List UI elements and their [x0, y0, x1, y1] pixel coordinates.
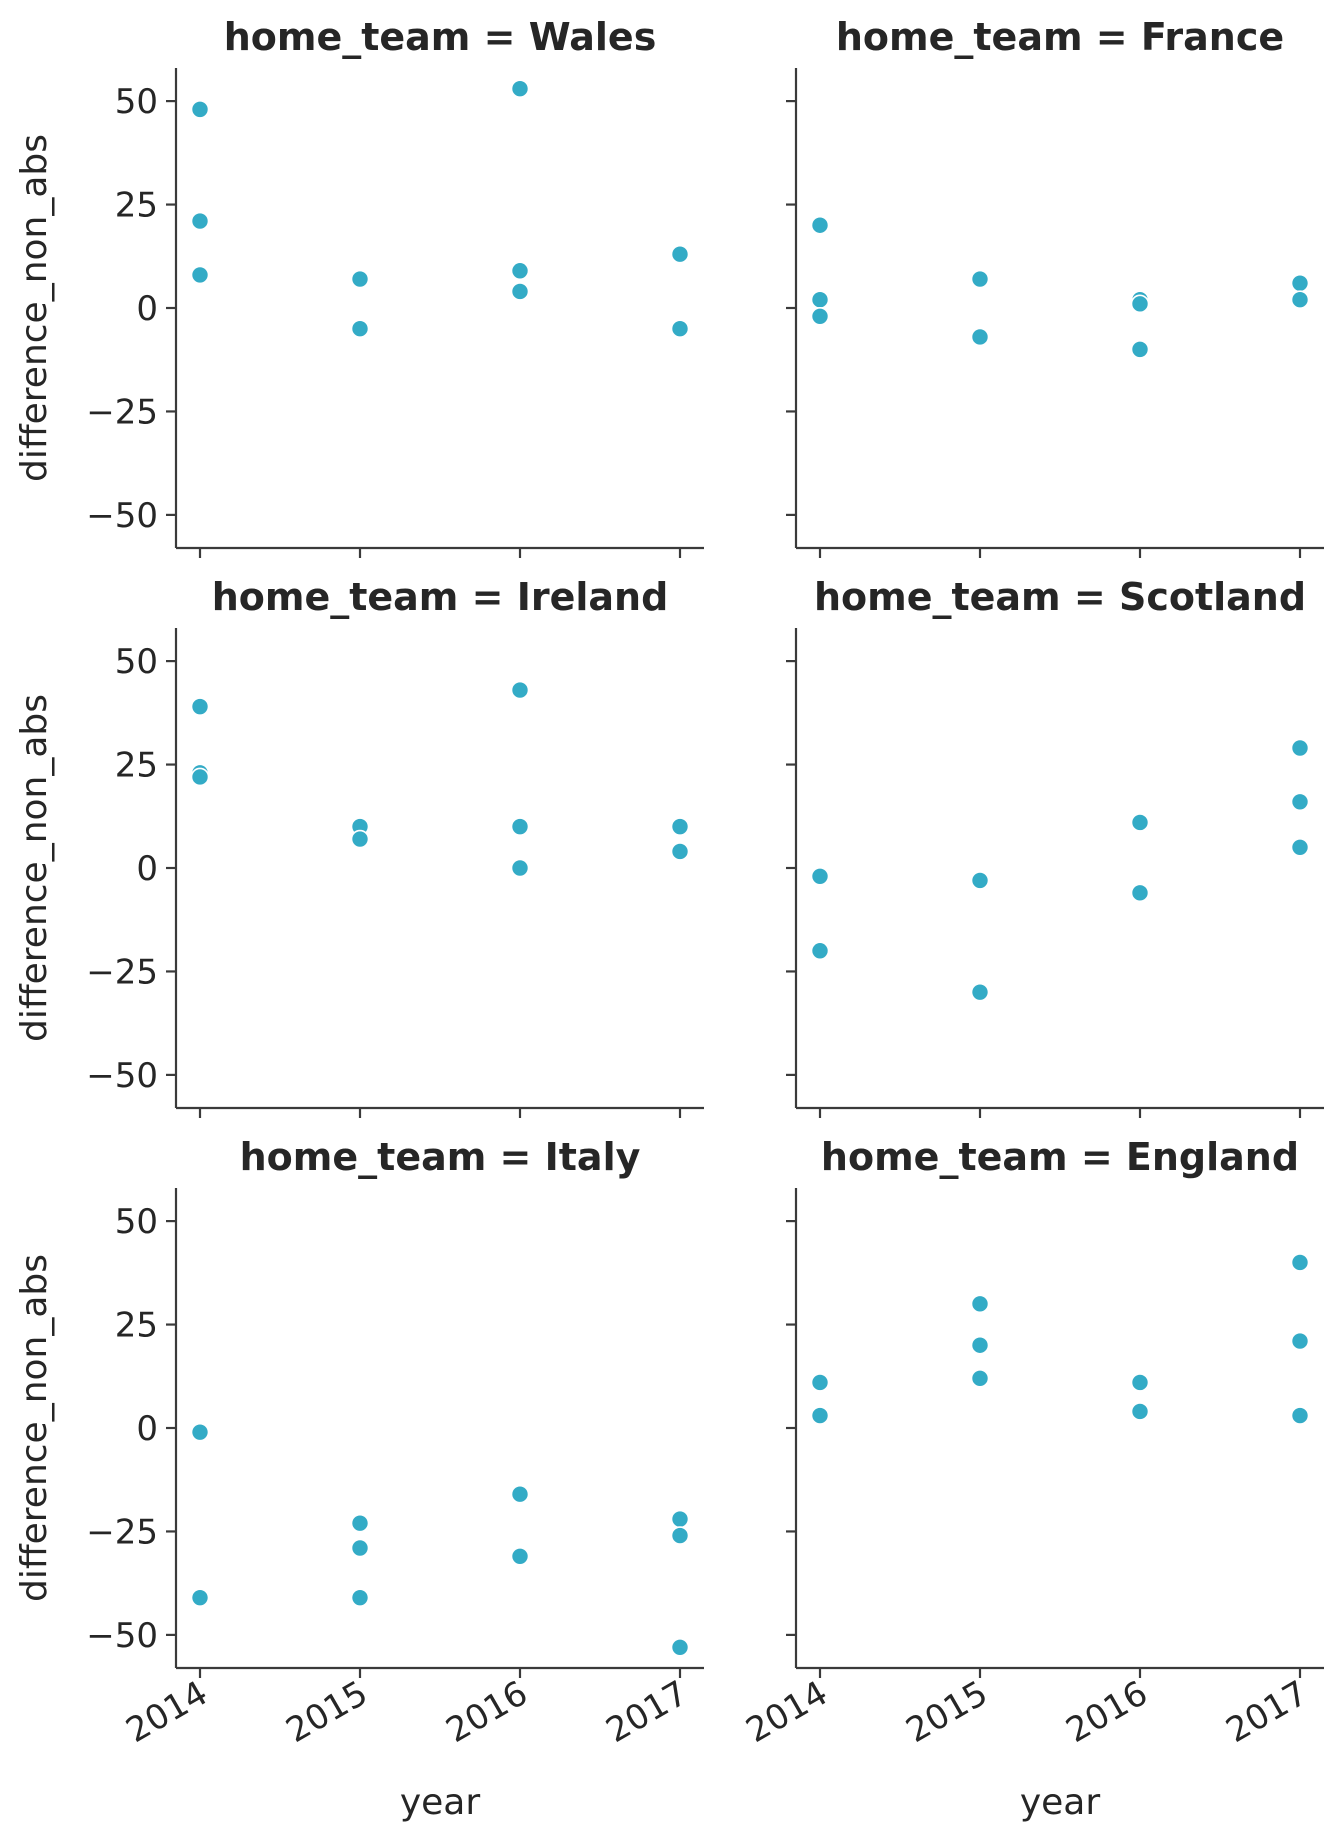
data-point	[510, 1484, 530, 1504]
data-point	[510, 680, 530, 700]
y-tick-label: 50	[115, 1202, 158, 1242]
data-point	[970, 871, 990, 890]
data-point	[510, 1546, 530, 1566]
data-point	[1130, 340, 1150, 359]
data-point	[970, 1369, 990, 1388]
data-point	[350, 1513, 370, 1533]
y-tick-label: −50	[86, 1616, 158, 1656]
panel-title: home_team = Wales	[224, 15, 657, 59]
y-tick-label: −25	[86, 1512, 158, 1552]
x-tick-label: 2015	[900, 1673, 995, 1751]
x-axis-label: year	[1020, 1782, 1101, 1823]
data-point	[670, 1638, 690, 1657]
data-point	[810, 1406, 830, 1425]
data-point	[510, 79, 530, 98]
data-point	[1290, 290, 1310, 310]
data-point	[810, 215, 830, 235]
data-point	[1130, 813, 1150, 832]
y-tick-label: 0	[136, 1409, 158, 1449]
data-point	[670, 1509, 690, 1529]
data-point	[1130, 294, 1150, 314]
x-tick-label: 2016	[1060, 1673, 1155, 1751]
panel-title: home_team = England	[821, 1135, 1299, 1179]
data-point	[1290, 1253, 1310, 1272]
y-axis-label: difference_non_abs	[14, 694, 55, 1042]
data-point	[190, 1422, 210, 1442]
data-point	[190, 697, 210, 716]
x-tick-label: 2014	[740, 1673, 835, 1751]
data-point	[350, 269, 370, 289]
x-tick-label: 2014	[120, 1673, 215, 1751]
data-point	[670, 817, 690, 836]
data-point	[510, 858, 530, 878]
y-tick-label: −25	[86, 392, 158, 432]
x-tick-label: 2017	[600, 1673, 695, 1751]
data-point	[190, 100, 210, 119]
y-tick-label: −50	[86, 1056, 158, 1096]
y-axis-label: difference_non_abs	[14, 134, 55, 482]
facet-panel: home_team = France	[786, 15, 1324, 558]
data-point	[350, 1538, 370, 1558]
data-point	[810, 866, 830, 886]
data-point	[1130, 1373, 1150, 1392]
y-tick-label: 50	[115, 82, 158, 122]
y-tick-label: −25	[86, 952, 158, 992]
data-point	[810, 290, 830, 310]
data-point	[190, 767, 210, 787]
data-point	[1290, 738, 1310, 758]
data-point	[1130, 1402, 1150, 1421]
facet-panel: home_team = Wales −50 −25 0 25 50 difference_n…	[14, 15, 704, 558]
data-point	[1290, 792, 1310, 812]
facet-panel: home_team = Ireland −50 −25 0 25 50 difference…	[14, 575, 704, 1118]
y-tick-label: −50	[86, 496, 158, 536]
panel-title: home_team = Italy	[240, 1135, 641, 1179]
data-point	[510, 817, 530, 836]
y-axis-label: difference_non_abs	[14, 1254, 55, 1602]
data-point	[1290, 838, 1310, 857]
y-tick-label: 50	[115, 642, 158, 682]
data-point	[1290, 1331, 1310, 1351]
data-point	[670, 319, 690, 338]
y-tick-label: 25	[115, 186, 158, 226]
facet-panel: home_team = Scotland	[786, 575, 1324, 1118]
y-tick-label: 25	[115, 1306, 158, 1346]
x-tick-label: 2016	[440, 1673, 535, 1751]
data-point	[670, 244, 690, 264]
data-point	[510, 282, 530, 301]
x-tick-label: 2015	[280, 1673, 375, 1751]
panel-title: home_team = France	[836, 15, 1284, 59]
data-point	[810, 1373, 830, 1392]
data-point	[970, 1335, 990, 1355]
y-tick-label: 0	[136, 289, 158, 329]
data-point	[350, 829, 370, 849]
data-point	[190, 1588, 210, 1607]
data-point	[970, 982, 990, 1002]
data-point	[1290, 273, 1310, 293]
data-point	[1130, 883, 1150, 903]
data-point	[1290, 1406, 1310, 1425]
data-point	[190, 211, 210, 231]
facet-panel: home_team = England 2014 2015 2016 2017 year	[740, 1135, 1324, 1823]
facet-panel: home_team = Italy −50 −25 0 25 50 2014 2015 2016…	[14, 1135, 704, 1823]
data-point	[810, 306, 830, 326]
x-axis-label: year	[400, 1782, 481, 1823]
data-point	[670, 1526, 690, 1545]
data-point	[670, 842, 690, 861]
data-point	[510, 261, 530, 281]
data-point	[810, 941, 830, 961]
data-point	[970, 1294, 990, 1314]
panel-title: home_team = Scotland	[814, 575, 1306, 619]
data-point	[970, 327, 990, 347]
y-tick-label: 25	[115, 746, 158, 786]
x-tick-label: 2017	[1220, 1673, 1315, 1751]
panel-title: home_team = Ireland	[212, 575, 669, 619]
data-point	[350, 1588, 370, 1607]
data-point	[190, 265, 210, 285]
data-point	[350, 319, 370, 338]
data-point	[970, 269, 990, 289]
y-tick-label: 0	[136, 849, 158, 889]
